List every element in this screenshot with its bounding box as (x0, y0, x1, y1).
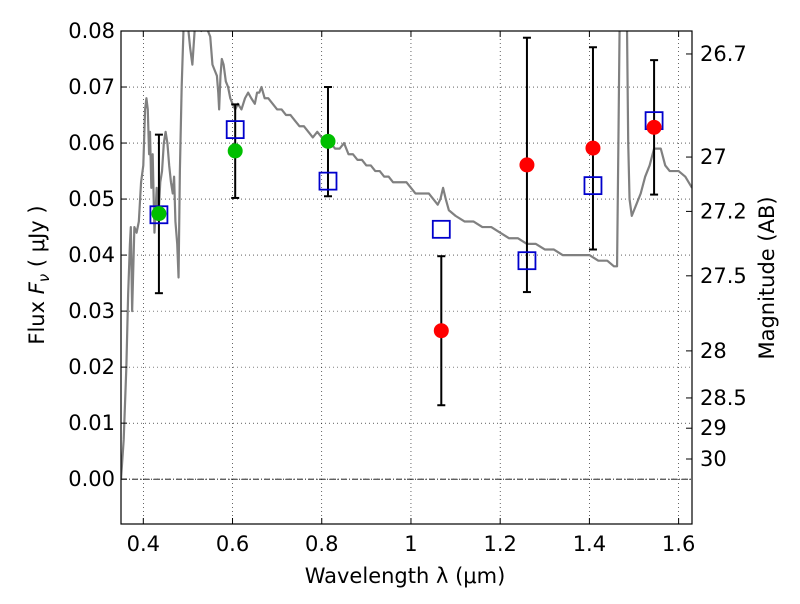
mag-tick-label: 27.5 (700, 264, 747, 288)
red-data-point (519, 157, 535, 173)
green-data-point (320, 133, 336, 149)
green-data-point (227, 143, 243, 159)
model-square-marker (517, 251, 537, 271)
sed-curve (121, 31, 692, 480)
y-tick-label: 0.08 (68, 19, 115, 43)
mag-tick-label: 30 (700, 447, 727, 471)
sed-model-line (121, 31, 692, 480)
y-axis-title-suffix: ( μJy ) (25, 205, 49, 273)
model-square-marker (583, 176, 603, 196)
green-data-point (151, 206, 167, 222)
mag-tick-label: 28 (700, 339, 727, 363)
y-tick-labels: 0.00 0.01 0.02 0.03 0.04 0.05 0.06 0.07 0.08 (68, 19, 115, 491)
y-tick-label: 0.03 (68, 299, 115, 323)
x-tick-label: 1.6 (662, 532, 695, 556)
x-tick-label: 1 (404, 532, 417, 556)
observed-points (151, 119, 662, 339)
y-axis-title-prefix: Flux (25, 294, 49, 344)
y-tick-label: 0.05 (68, 187, 115, 211)
x-axis-title: Wavelength λ (μm) (305, 564, 506, 588)
plot-frame (121, 31, 692, 524)
x-tick-labels: 0.4 0.6 0.8 1 1.2 1.4 1.6 (127, 532, 696, 556)
model-square-marker (431, 219, 451, 239)
x-tick-label: 1.2 (483, 532, 516, 556)
y-tick-label: 0.07 (68, 75, 115, 99)
mag-tick-label: 26.7 (700, 42, 747, 66)
x-tick-label: 0.6 (216, 532, 249, 556)
y2-axis-title: Magnitude (AB) (755, 196, 779, 359)
red-data-point (433, 323, 449, 339)
y-axis-title: Flux Fν ( μJy ) (25, 205, 53, 344)
y-axis-title-symbol: F (25, 281, 49, 294)
y-tick-label: 0.02 (68, 355, 115, 379)
mag-tick-label: 28.5 (700, 386, 747, 410)
model-square-marker (318, 171, 338, 191)
mag-tick-label: 29 (700, 416, 727, 440)
magnitude-tick-labels: 26.7 27 27.2 27.5 28 28.5 29 30 (700, 42, 747, 471)
y-tick-label: 0.00 (68, 467, 115, 491)
x-tick-label: 0.4 (127, 532, 160, 556)
model-square-marker (225, 120, 245, 139)
red-data-point (646, 119, 662, 135)
y-axis-title-subscript: ν (35, 274, 53, 282)
y-tick-label: 0.06 (68, 131, 115, 155)
x-tick-label: 0.8 (305, 532, 338, 556)
plot-border (120, 30, 693, 525)
axis-ticks (121, 30, 692, 524)
x-tick-label: 1.4 (573, 532, 606, 556)
mag-tick-label: 27.2 (700, 199, 747, 223)
y-tick-label: 0.01 (68, 411, 115, 435)
red-data-point (585, 140, 601, 156)
mag-tick-label: 27 (700, 145, 727, 169)
y-tick-label: 0.04 (68, 243, 115, 267)
